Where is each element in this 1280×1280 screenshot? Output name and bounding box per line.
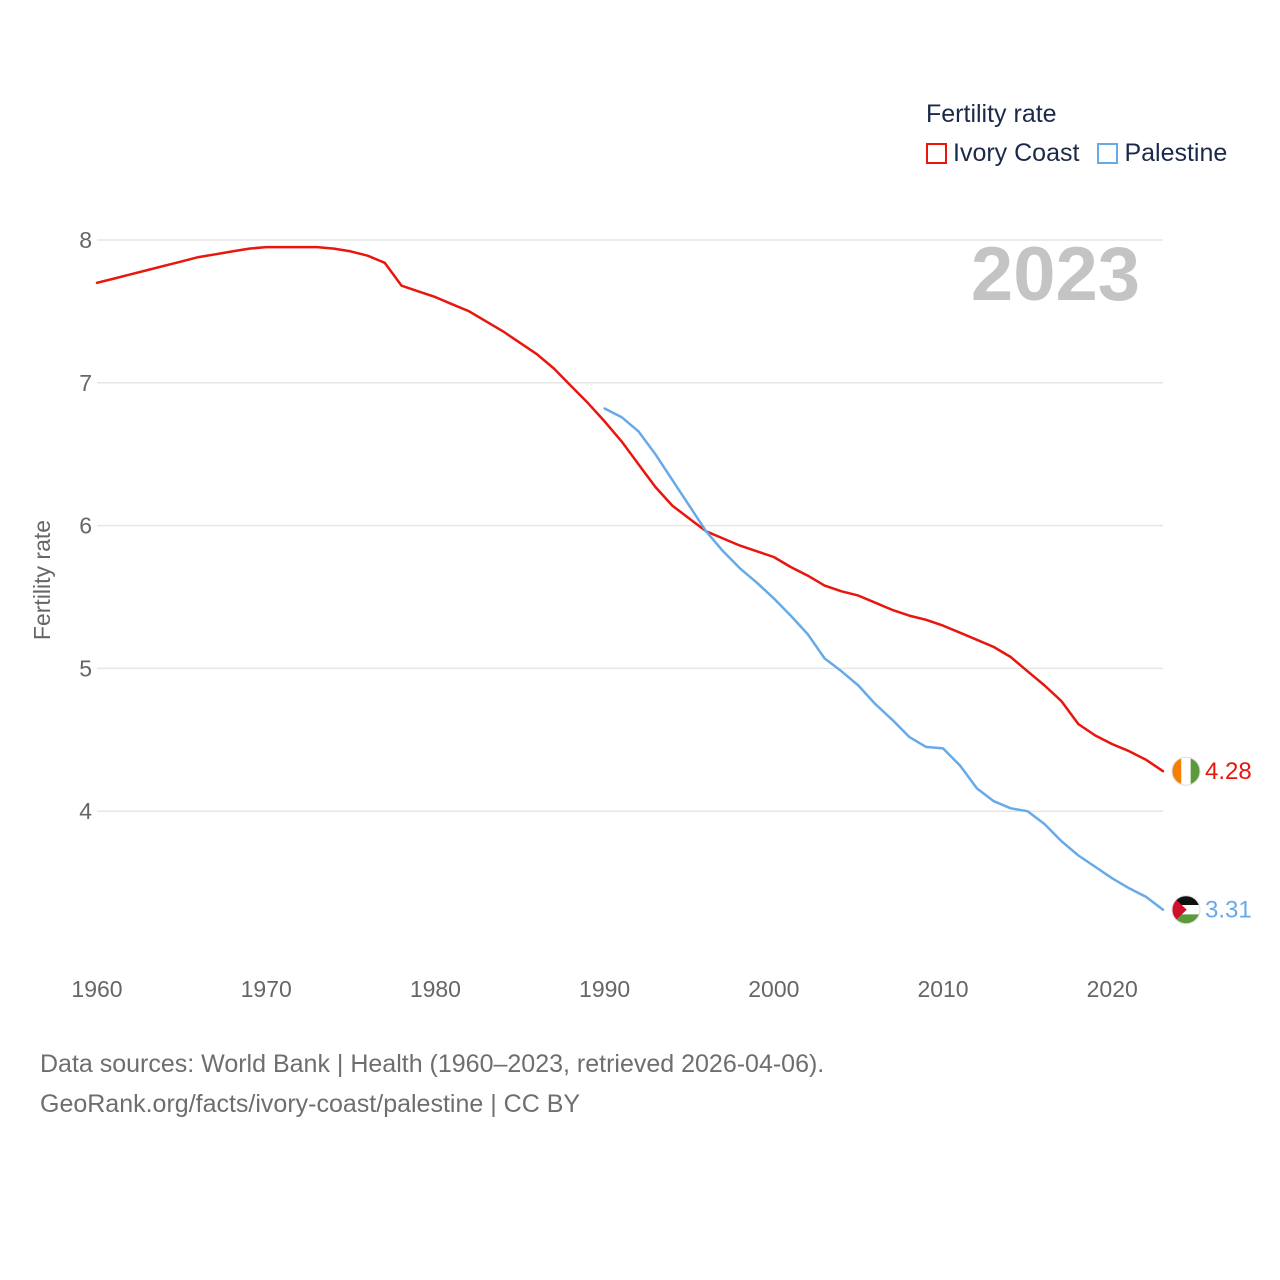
series-group (95, 245, 1165, 911)
x-tick-label-2010: 2010 (917, 976, 968, 1002)
flags-group: 4.28 3.31 (1171, 756, 1252, 925)
series-line-ivory-coast (95, 245, 1165, 773)
legend-swatch-palestine (1097, 143, 1119, 164)
flag-stripe-white (1181, 757, 1191, 786)
legend-swatch-ivory-coast (926, 143, 947, 164)
x-tick-label-1980: 1980 (410, 976, 461, 1002)
data-source-text: Data sources: World Bank | Health (1960–… (40, 1050, 825, 1078)
legend: Fertility rate Ivory Coast Palestine (926, 100, 1227, 168)
legend-item-ivory-coast[interactable]: Ivory Coast (926, 139, 1079, 168)
y-tick-label-8: 8 (79, 227, 92, 253)
flag-stripe-green (1190, 757, 1200, 786)
legend-label-ivory-coast: Ivory Coast (953, 139, 1080, 167)
y-tick-label-7: 7 (79, 370, 92, 396)
legend-label-palestine: Palestine (1124, 139, 1228, 167)
y-tick-label-6: 6 (79, 513, 92, 539)
legend-items: Ivory Coast Palestine (926, 139, 1227, 168)
flag-triangle-red (1172, 895, 1187, 924)
x-tick-label-1970: 1970 (241, 976, 292, 1002)
year-label: 2023 (971, 232, 1140, 317)
footer: Data sources: World Bank | Health (1960–… (40, 1044, 824, 1124)
legend-title: Fertility rate (926, 100, 1057, 128)
legend-item-palestine[interactable]: Palestine (1097, 139, 1227, 168)
palestine-flag-icon (1172, 895, 1200, 924)
x-tick-label-2000: 2000 (748, 976, 799, 1002)
end-value-label-palestine: 3.31 (1205, 897, 1252, 924)
grid-lines (97, 239, 1163, 812)
y-tick-label-4: 4 (79, 798, 92, 824)
x-tick-label-1960: 1960 (71, 976, 122, 1002)
flag-outline-ivory-coast (1171, 756, 1201, 786)
x-axis-ticks: 1960 1970 1980 1990 2000 2010 2020 (71, 976, 1137, 1002)
y-tick-label-5: 5 (79, 655, 92, 681)
y-axis-label: Fertility rate (29, 520, 55, 640)
ivory-coast-flag-icon (1172, 757, 1200, 786)
x-tick-label-2020: 2020 (1087, 976, 1138, 1002)
source-link[interactable]: GeoRank.org/facts/ivory-coast/palestine … (40, 1090, 581, 1118)
end-value-label-ivory-coast: 4.28 (1205, 758, 1252, 785)
flag-outline-palestine (1171, 895, 1201, 925)
flag-stripe-green (1172, 914, 1200, 924)
y-axis-ticks: 4 5 6 7 8 (79, 227, 92, 824)
flag-stripe-black (1172, 895, 1200, 906)
x-tick-label-1990: 1990 (579, 976, 630, 1002)
series-line-palestine (603, 407, 1165, 911)
flag-stripe-orange (1172, 757, 1182, 786)
